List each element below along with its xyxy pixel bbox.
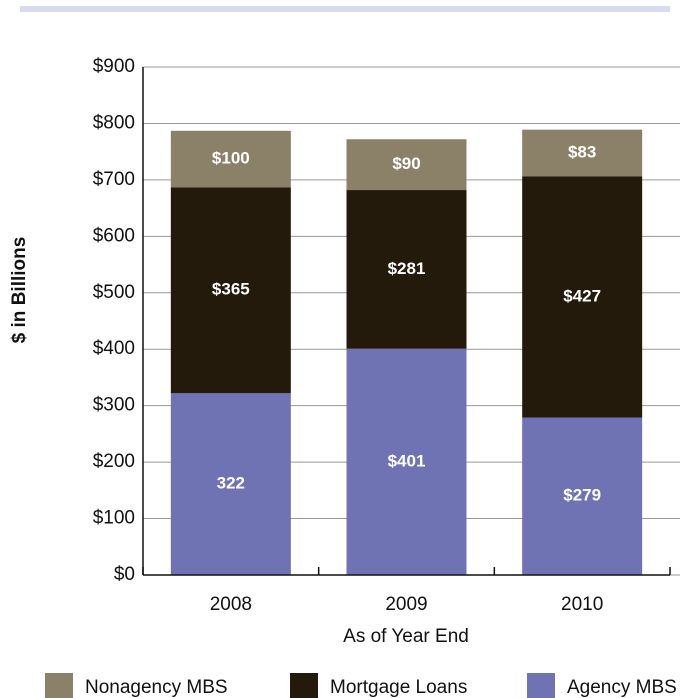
- value-label: $90: [392, 154, 420, 173]
- bar-segment: [170, 187, 291, 394]
- y-tick-label: $0: [114, 564, 135, 585]
- x-tick-label: 2009: [385, 594, 427, 615]
- value-label: $100: [212, 148, 250, 167]
- value-label: $365: [212, 280, 250, 299]
- y-axis-label: $ in Billions: [9, 237, 30, 344]
- legend-swatch: [45, 673, 73, 698]
- bar-segment: [170, 393, 291, 575]
- x-axis-label: As of Year End: [343, 626, 469, 647]
- y-tick-label: $700: [93, 169, 135, 190]
- x-tick-label: 2010: [561, 594, 603, 615]
- value-label: $279: [563, 486, 601, 505]
- bar-segment: [522, 176, 643, 418]
- legend-label: Nonagency MBS: [85, 677, 228, 698]
- bar-segment: [346, 190, 467, 349]
- y-tick-label: $500: [93, 282, 135, 303]
- y-tick-label: $800: [93, 112, 135, 133]
- legend-swatch: [290, 673, 318, 698]
- value-label: $281: [388, 259, 426, 278]
- bar-segment: [522, 129, 643, 177]
- value-label: $427: [563, 286, 601, 305]
- value-label: 322: [217, 474, 245, 493]
- x-tick-label: 2008: [210, 594, 252, 615]
- y-tick-label: $900: [93, 56, 135, 77]
- top-rule: [20, 6, 670, 12]
- y-tick-label: $400: [93, 338, 135, 359]
- bar-segment: [346, 139, 467, 191]
- y-tick-label: $200: [93, 451, 135, 472]
- legend-swatch: [527, 673, 555, 698]
- y-tick-label: $300: [93, 395, 135, 416]
- legend-label: Mortgage Loans: [330, 677, 467, 698]
- bar-segment: [346, 348, 467, 575]
- value-label: $401: [388, 451, 426, 470]
- y-tick-label: $600: [93, 225, 135, 246]
- y-tick-label: $100: [93, 508, 135, 529]
- value-label: $83: [568, 143, 596, 162]
- legend-label: Agency MBS: [567, 677, 677, 698]
- bar-segment: [522, 417, 643, 575]
- bar-segment: [170, 130, 291, 188]
